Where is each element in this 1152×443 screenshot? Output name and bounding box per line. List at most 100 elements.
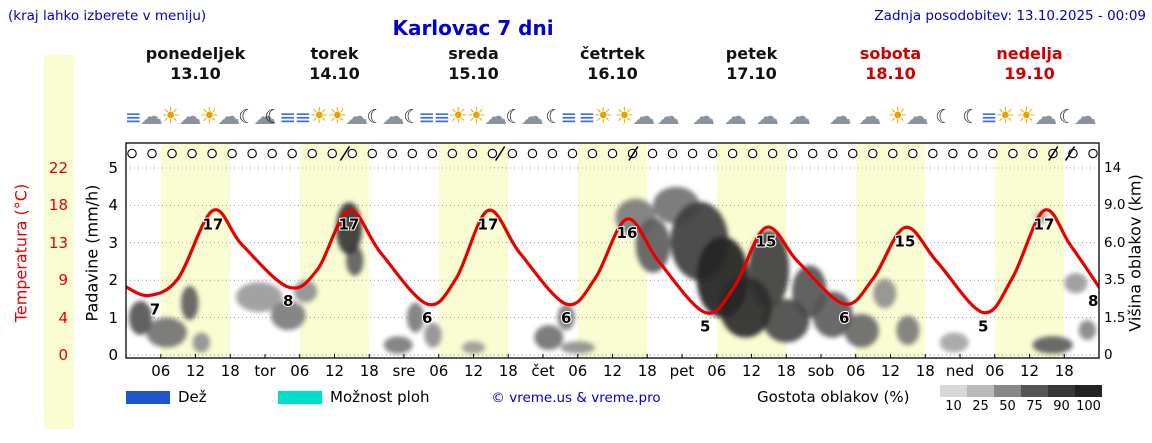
wind-slash-icon [1048, 146, 1059, 161]
symbol-circle [727, 148, 738, 159]
cloud-blob [1064, 272, 1088, 294]
x-axis-hour: 12 [1019, 362, 1040, 380]
symbol-circle [267, 148, 277, 159]
cloud-axis-tick: 0 [1104, 347, 1113, 363]
cloud-icon: ☁ [381, 103, 405, 130]
sun-icon: ☀ [160, 104, 181, 129]
density-tick-label: 25 [972, 399, 989, 414]
forecast-icon-slot: ≡ ☀ [434, 106, 469, 128]
symbol-circle [147, 148, 157, 159]
page-title: Karlovac 7 dni [392, 16, 554, 40]
cloud-icon: ☁ [484, 103, 508, 130]
sun-icon: ☀ [466, 104, 487, 129]
cloud-density-scale: 10 25 50 75 90 100 [940, 385, 1104, 414]
temp-axis-tick: 13 [48, 233, 68, 252]
symbol-circle [127, 148, 137, 159]
symbol-circle [247, 148, 257, 159]
cloud-icon: ☁ [520, 103, 544, 130]
density-segment-10 [940, 385, 967, 397]
cloud-icon: ☁ [253, 103, 277, 130]
fog-icon: ≡ [418, 105, 436, 129]
forecast-icon-slot: ☀ ☁ [614, 105, 655, 129]
weather-icons-četrtek: ☾ ≡ ≡ ☀ ☀ ☁ ☁ [543, 95, 682, 139]
forecast-icon-slot: ☁ [788, 103, 811, 130]
cloud-blob [873, 278, 897, 309]
symbol-circle [327, 148, 337, 159]
x-axis-hour: 06 [290, 362, 310, 380]
cloud-icon: ☁ [788, 103, 811, 130]
symbol-circle [1008, 148, 1018, 159]
weather-icons-ponedeljek: ≡ ☁ ☀ ☁ ☀ ☁ ☾ ☁ [125, 95, 276, 139]
x-axis-hour: 12 [602, 362, 623, 380]
density-segment-75 [1021, 385, 1048, 397]
forecast-icon-slot: ☁ [829, 105, 852, 129]
x-axis-hour: 12 [463, 362, 484, 380]
cloud-icon: ☁ [139, 103, 163, 130]
forecast-icon-slot: ☀ ☁ [1017, 103, 1058, 130]
forecast-icon-slot: ☁ [858, 103, 882, 130]
cloud-blob [146, 317, 187, 348]
cloud-blob [406, 302, 425, 333]
cloud-icon: ☁ [1034, 103, 1058, 130]
x-axis-day-abbr: čet [531, 362, 555, 380]
moon-icon: ☾ [505, 105, 523, 128]
density-tick-label: 100 [1076, 399, 1101, 414]
x-axis-hour: 18 [637, 362, 657, 380]
temperature-value-label: 8 [283, 292, 293, 310]
copyright-link[interactable]: © vreme.us & vreme.pro [491, 390, 661, 406]
fog-icon: ≡ [294, 105, 312, 129]
temperature-value-label: 5 [978, 318, 988, 336]
temperature-axis-label: Temperatura (°C) [11, 183, 31, 323]
x-axis-hour: 06 [707, 362, 727, 380]
temperature-value-label: 17 [202, 216, 223, 234]
day-date: 16.10 [587, 63, 638, 83]
cloud-icon: ☁ [756, 103, 779, 130]
day-name: torek [310, 44, 359, 63]
x-axis-hour: 18 [220, 362, 240, 380]
temp-axis-tick: 18 [48, 196, 68, 215]
day-name: sobota [859, 44, 922, 63]
fog-icon: ≡ [560, 105, 578, 129]
wind-slash-icon [628, 146, 639, 161]
cloud-axis-tick: 6.0 [1104, 234, 1126, 251]
symbol-circle [807, 148, 818, 159]
symbol-circle [687, 148, 698, 159]
x-axis-hour: 12 [324, 362, 345, 380]
cloud-icon: ☁ [692, 103, 715, 130]
day-name: četrtek [579, 44, 645, 63]
cloud-blob [270, 300, 306, 331]
cloud-axis-tick: 9.0 [1104, 197, 1126, 214]
forecast-icon-slot: ☾ [962, 107, 979, 127]
day-header-torek: torek 14.10 [265, 44, 404, 83]
sun-icon: ☀ [327, 104, 348, 129]
day-header-sreda: sreda 15.10 [404, 44, 543, 83]
day-date: 17.10 [726, 63, 777, 83]
x-axis-hour: 06 [429, 362, 449, 380]
density-tick-label: 75 [1026, 399, 1043, 414]
symbol-circle [287, 148, 297, 159]
day-date: 14.10 [309, 63, 360, 83]
x-axis-day-abbr: ned [945, 362, 975, 380]
symbol-circle [347, 148, 357, 159]
symbol-circle [888, 148, 898, 159]
sun-icon: ☀ [309, 104, 330, 129]
symbol-circle [447, 148, 458, 159]
day-name: nedelja [996, 44, 1063, 63]
temperature-value-label: 16 [617, 224, 638, 242]
symbol-circle [467, 148, 478, 159]
symbol-circle [1028, 148, 1038, 159]
rain-legend-swatch [126, 391, 170, 404]
temp-axis-tick: 4 [58, 308, 68, 327]
density-tick-label: 90 [1053, 399, 1070, 414]
sun-icon: ☀ [887, 104, 908, 129]
symbol-circle [227, 148, 237, 159]
x-axis-hour: 06 [568, 362, 588, 380]
density-segment-90 [1048, 385, 1075, 397]
x-axis-day-abbr: sob [807, 362, 835, 380]
x-axis-hour: 06 [846, 362, 866, 380]
density-tick-label: 50 [999, 399, 1016, 414]
weather-icons-petek: ☁ ☁ ☁ ☁ [682, 95, 821, 139]
wind-slash-icon [494, 146, 506, 161]
day-header-petek: petek 17.10 [682, 44, 821, 83]
cloud-icon: ☁ [858, 103, 882, 130]
